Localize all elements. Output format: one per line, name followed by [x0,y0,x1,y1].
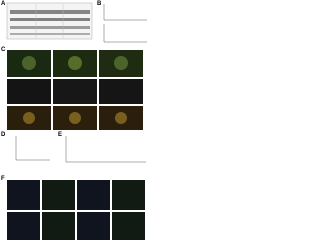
chart-frames-de [15,136,146,163]
panel-label: B [97,1,102,7]
panel-label: A [1,1,6,7]
panel-label: C [1,47,6,53]
panel-label: D [1,132,6,138]
blot [6,2,93,40]
micrographs-f [7,180,145,240]
micrographs-c [7,50,143,130]
chart-frames-b [103,4,147,43]
panel-label: E [58,132,62,138]
panel-label: F [1,176,5,182]
figure: A B C D E F [1,1,147,240]
